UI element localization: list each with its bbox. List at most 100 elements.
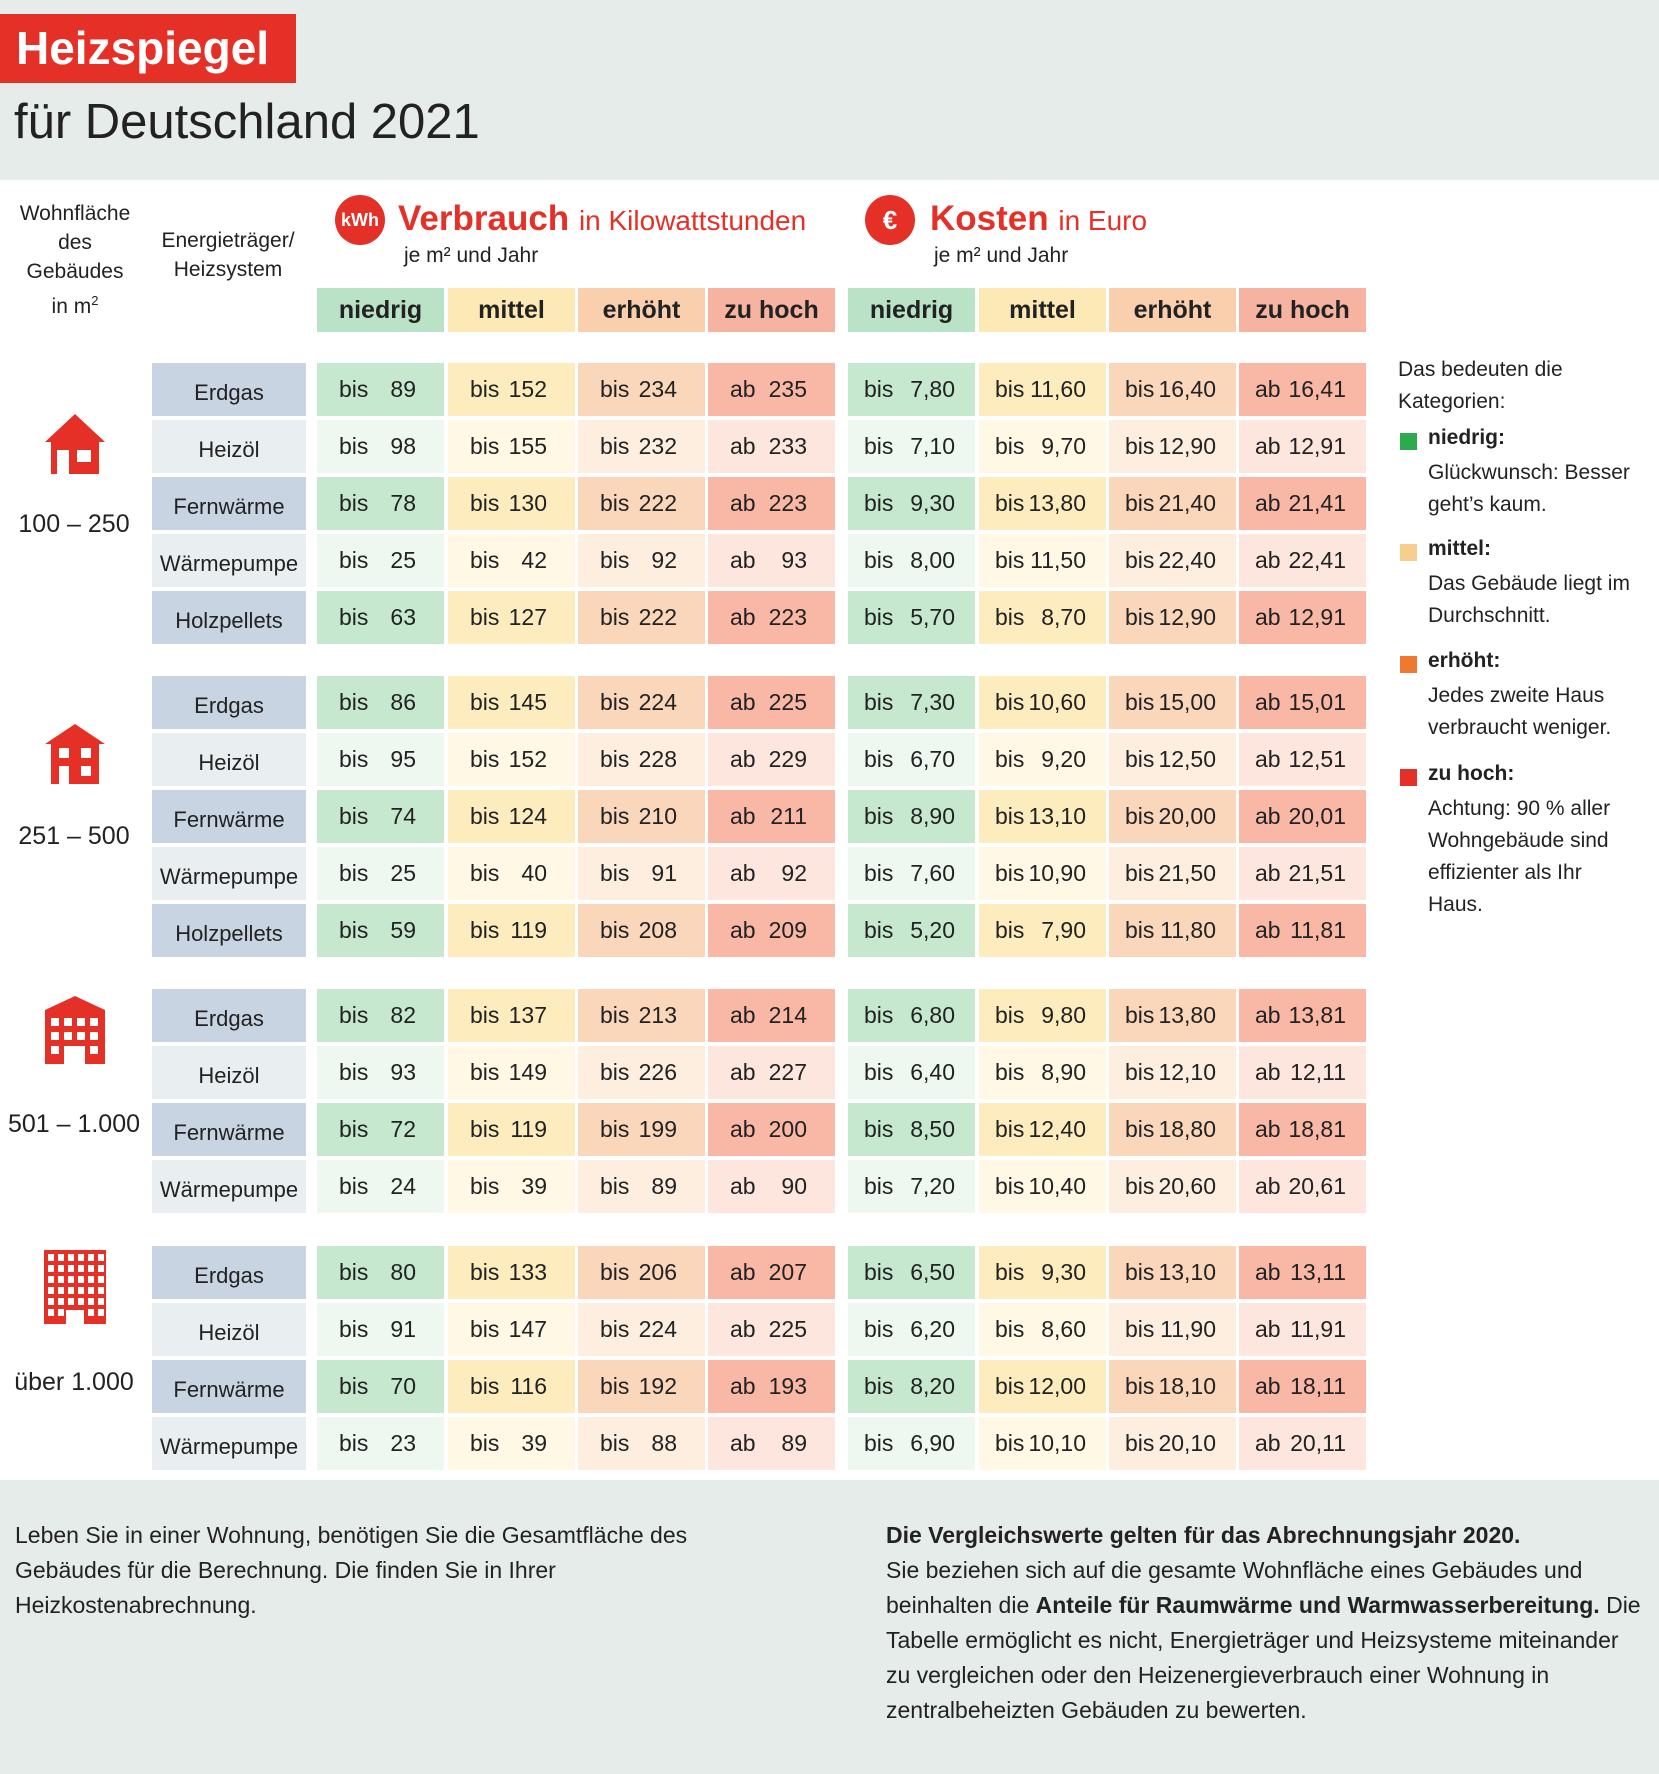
consumption-cell: bis 25 [317, 847, 444, 900]
consumption-cell-prefix: ab [730, 490, 756, 516]
cost-cell-value: 22,41 [1288, 547, 1346, 573]
consumption-cell: bis 127 [448, 591, 575, 644]
consumption-cell-prefix: ab [730, 1173, 756, 1199]
consumption-cell-value: 232 [638, 433, 677, 459]
consumption-cell: bis 89 [317, 363, 444, 416]
consumption-cell-prefix: bis [339, 1116, 369, 1142]
consumption-cell-prefix: ab [730, 1116, 756, 1142]
consumption-cell-value: 119 [510, 1116, 547, 1142]
cost-cell-prefix: ab [1255, 689, 1281, 715]
consumption-cell-value: 39 [521, 1173, 547, 1199]
cost-cell-prefix: ab [1255, 917, 1281, 943]
cost-cell-prefix: bis [864, 376, 894, 402]
consumption-cell-prefix: bis [339, 547, 369, 573]
energy-type-label: Erdgas [152, 363, 306, 416]
cost-cell-value: 8,00 [910, 547, 955, 573]
consumption-cell: ab 227 [708, 1046, 835, 1099]
cost-cell-prefix: bis [995, 1316, 1025, 1342]
energy-type-label: Wärmepumpe [152, 1160, 306, 1213]
consumption-cell-prefix: ab [730, 1059, 756, 1085]
consumption-cell-value: 155 [508, 433, 547, 459]
legend-swatch [1400, 656, 1417, 673]
cost-cell-prefix: bis [995, 860, 1025, 886]
consumption-cell-prefix: bis [470, 860, 500, 886]
consumption-cell-prefix: bis [600, 1059, 630, 1085]
consumption-cell-value: 223 [768, 490, 807, 516]
consumption-cell: bis 80 [317, 1246, 444, 1299]
consumption-cell-value: 86 [390, 689, 416, 715]
cost-cell-prefix: bis [864, 1002, 894, 1028]
energy-type-label: Erdgas [152, 676, 306, 729]
cost-cell-value: 12,00 [1028, 1373, 1086, 1399]
cost-cell: bis 7,80 [848, 363, 975, 416]
cost-cell-value: 20,01 [1288, 803, 1346, 829]
cost-cell: bis 8,60 [979, 1303, 1106, 1356]
cost-cell-prefix: bis [995, 604, 1025, 630]
area-label: 501 – 1.000 [7, 1110, 141, 1138]
cost-cell: ab 18,11 [1239, 1360, 1366, 1413]
cost-cell: ab 22,41 [1239, 534, 1366, 587]
footer-band [0, 1480, 1659, 1774]
cost-cell: bis 6,90 [848, 1417, 975, 1470]
area-column-header: Wohnfläche des Gebäudes in m2 [19, 202, 131, 318]
consumption-cell-value: 116 [510, 1373, 547, 1399]
consumption-cell-prefix: bis [470, 604, 500, 630]
consumption-cell-value: 147 [508, 1316, 547, 1342]
cost-cell-prefix: bis [1125, 917, 1155, 943]
cost-cell-value: 22,40 [1158, 547, 1216, 573]
cost-cell-prefix: bis [1125, 547, 1155, 573]
page-title: Heizspiegel [16, 22, 270, 74]
consumption-cell-prefix: bis [470, 917, 500, 943]
consumption-cell-prefix: bis [339, 1059, 369, 1085]
cost-cell-value: 6,20 [910, 1316, 955, 1342]
cost-cell-prefix: ab [1255, 547, 1281, 573]
consumption-cell-value: 226 [638, 1059, 677, 1085]
consumption-cell-prefix: bis [470, 1316, 500, 1342]
consumption-cell: bis 39 [448, 1417, 575, 1470]
energy-column-header: Energieträger/ Heizsystem [161, 229, 295, 281]
consumption-cell: ab 223 [708, 477, 835, 530]
consumption-cell: bis 119 [448, 904, 575, 957]
cost-cell: bis 9,70 [979, 420, 1106, 473]
consumption-cell-prefix: bis [470, 490, 500, 516]
consumption-cell: bis 213 [578, 989, 705, 1042]
footer-note-apartment: Leben Sie in einer Wohnung, benötigen Si… [15, 1522, 688, 1618]
cost-cell-value: 18,81 [1288, 1116, 1346, 1142]
energy-type-label: Heizöl [152, 733, 306, 786]
consumption-cell: ab 92 [708, 847, 835, 900]
cost-cell-prefix: bis [995, 376, 1025, 402]
cost-cell: ab 12,91 [1239, 420, 1366, 473]
consumption-cell-value: 224 [638, 689, 677, 715]
cost-cell-value: 7,90 [1041, 917, 1086, 943]
consumption-cell: bis 95 [317, 733, 444, 786]
consumption-cell-value: 228 [638, 746, 677, 772]
consumption-cell-prefix: bis [339, 1316, 369, 1342]
cost-cell-prefix: ab [1255, 1373, 1281, 1399]
cost-cell-prefix: bis [1125, 689, 1155, 715]
energy-type-label: Heizöl [152, 1303, 306, 1356]
cost-cell-value: 7,60 [910, 860, 955, 886]
consumption-cell-value: 149 [508, 1059, 547, 1085]
cost-cell-prefix: bis [995, 1002, 1025, 1028]
cost-cell: ab 12,11 [1239, 1046, 1366, 1099]
consumption-cell: bis 232 [578, 420, 705, 473]
consumption-cell-value: 225 [768, 689, 807, 715]
cost-cell-value: 9,80 [1041, 1002, 1086, 1028]
cost-cell: bis 13,80 [1109, 989, 1236, 1042]
cost-cell: ab 20,01 [1239, 790, 1366, 843]
cost-cell-prefix: bis [1125, 1173, 1155, 1199]
consumption-cell-value: 89 [651, 1173, 677, 1199]
legend-title: erhöht: [1428, 649, 1501, 672]
cost-cell: bis 9,20 [979, 733, 1106, 786]
consumption-cell-value: 222 [638, 490, 677, 516]
consumption-cell-value: 89 [781, 1430, 807, 1456]
cost-cell-prefix: bis [995, 1373, 1025, 1399]
consumption-cell: bis 78 [317, 477, 444, 530]
consumption-cell-value: 119 [510, 917, 547, 943]
consumption-cell: bis 93 [317, 1046, 444, 1099]
consumption-cell-value: 90 [781, 1173, 807, 1199]
cost-cell: bis 12,10 [1109, 1046, 1236, 1099]
consumption-cell-value: 40 [521, 860, 547, 886]
consumption-cell-value: 235 [768, 376, 807, 402]
cost-cell-prefix: bis [864, 917, 894, 943]
